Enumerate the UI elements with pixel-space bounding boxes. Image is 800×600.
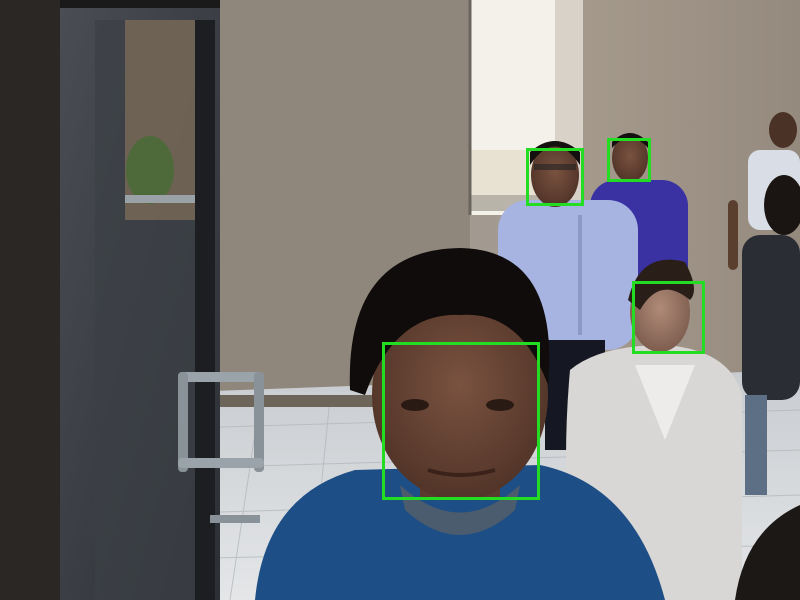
face-detection-box (526, 148, 584, 206)
face-detection-box (632, 281, 705, 354)
face-detection-box (382, 342, 540, 500)
face-detection-box (607, 138, 651, 182)
